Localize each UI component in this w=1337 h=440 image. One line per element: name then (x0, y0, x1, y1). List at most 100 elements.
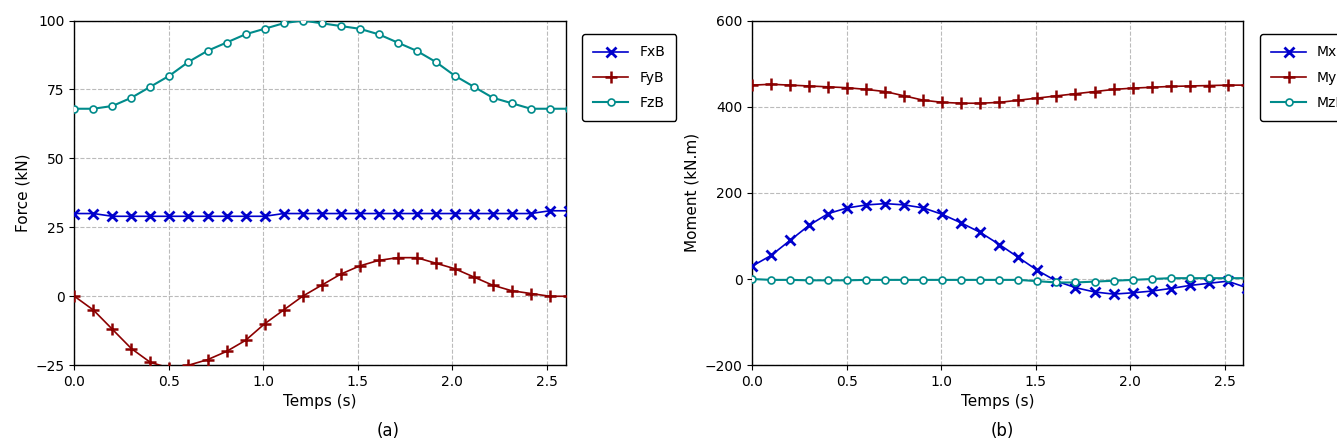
MxB (1238, 285, 1254, 290)
FyB (238, 338, 254, 343)
MyB (1029, 95, 1046, 101)
MyB (1163, 84, 1179, 89)
FzB (199, 48, 215, 54)
FxB (370, 211, 386, 216)
MyB (1182, 83, 1198, 88)
MzB (953, 277, 969, 282)
FxB (409, 211, 425, 216)
MxB (1163, 286, 1179, 291)
FxB (352, 211, 368, 216)
MzB (1011, 277, 1027, 282)
MxB (916, 205, 932, 211)
FyB (370, 258, 386, 263)
MzB (1048, 280, 1064, 285)
FxB (238, 214, 254, 219)
FxB (428, 211, 444, 216)
FzB (389, 40, 405, 45)
FxB (523, 211, 539, 216)
FyB (180, 363, 197, 368)
FzB (314, 21, 330, 26)
MxB (935, 212, 951, 217)
MxB (953, 220, 969, 226)
FyB (447, 266, 463, 271)
FxB (199, 214, 215, 219)
Y-axis label: Moment (kN.m): Moment (kN.m) (685, 133, 699, 253)
MxB (745, 264, 761, 269)
Legend: FxB, FyB, FzB: FxB, FyB, FzB (583, 34, 677, 121)
FxB (257, 214, 273, 219)
MyB (1238, 82, 1254, 88)
MyB (916, 98, 932, 103)
MxB (1067, 285, 1083, 290)
MyB (972, 101, 988, 106)
Line: FzB: FzB (71, 17, 572, 112)
MzB (1182, 275, 1198, 281)
MyB (763, 82, 779, 87)
MyB (782, 82, 798, 88)
FzB (409, 48, 425, 54)
FzB (485, 95, 501, 100)
MyB (992, 100, 1008, 105)
FzB (123, 95, 139, 100)
MyB (1201, 83, 1217, 88)
MyB (1011, 98, 1027, 103)
MxB (858, 202, 874, 208)
MyB (877, 89, 893, 94)
FxB (560, 208, 576, 213)
FzB (143, 84, 159, 89)
MyB (840, 85, 856, 90)
MyB (1048, 93, 1064, 99)
FzB (465, 84, 481, 89)
FzB (370, 32, 386, 37)
MzB (972, 277, 988, 282)
FxB (143, 214, 159, 219)
MxB (992, 242, 1008, 247)
MxB (972, 230, 988, 235)
FzB (294, 18, 310, 23)
FxB (180, 214, 197, 219)
FyB (104, 327, 120, 332)
FxB (504, 211, 520, 216)
FzB (333, 23, 349, 29)
FyB (275, 308, 291, 313)
FyB (541, 293, 558, 299)
FzB (541, 106, 558, 111)
Line: MxB: MxB (747, 199, 1251, 299)
MxB (1048, 279, 1064, 284)
FyB (86, 308, 102, 313)
FxB (485, 211, 501, 216)
FzB (504, 101, 520, 106)
MzB (992, 277, 1008, 282)
MyB (1067, 91, 1083, 96)
MyB (1106, 87, 1122, 92)
FzB (275, 21, 291, 26)
FzB (428, 59, 444, 65)
MzB (1201, 275, 1217, 281)
FyB (218, 349, 234, 354)
MyB (1219, 82, 1235, 88)
FyB (199, 357, 215, 362)
X-axis label: Temps (s): Temps (s) (283, 395, 357, 410)
FzB (162, 73, 178, 78)
MzB (782, 277, 798, 282)
MyB (801, 83, 817, 88)
FxB (86, 211, 102, 216)
MyB (1124, 85, 1140, 91)
MzB (1143, 276, 1159, 282)
FyB (257, 321, 273, 326)
Text: (a): (a) (376, 422, 400, 440)
MyB (1143, 84, 1159, 90)
FxB (541, 208, 558, 213)
MzB (745, 276, 761, 282)
FxB (123, 214, 139, 219)
FxB (104, 214, 120, 219)
MxB (763, 253, 779, 258)
FxB (294, 211, 310, 216)
FyB (504, 288, 520, 293)
FzB (447, 73, 463, 78)
MyB (953, 101, 969, 106)
MyB (821, 84, 837, 89)
MzB (821, 278, 837, 283)
MxB (1219, 279, 1235, 284)
MzB (1238, 275, 1254, 281)
